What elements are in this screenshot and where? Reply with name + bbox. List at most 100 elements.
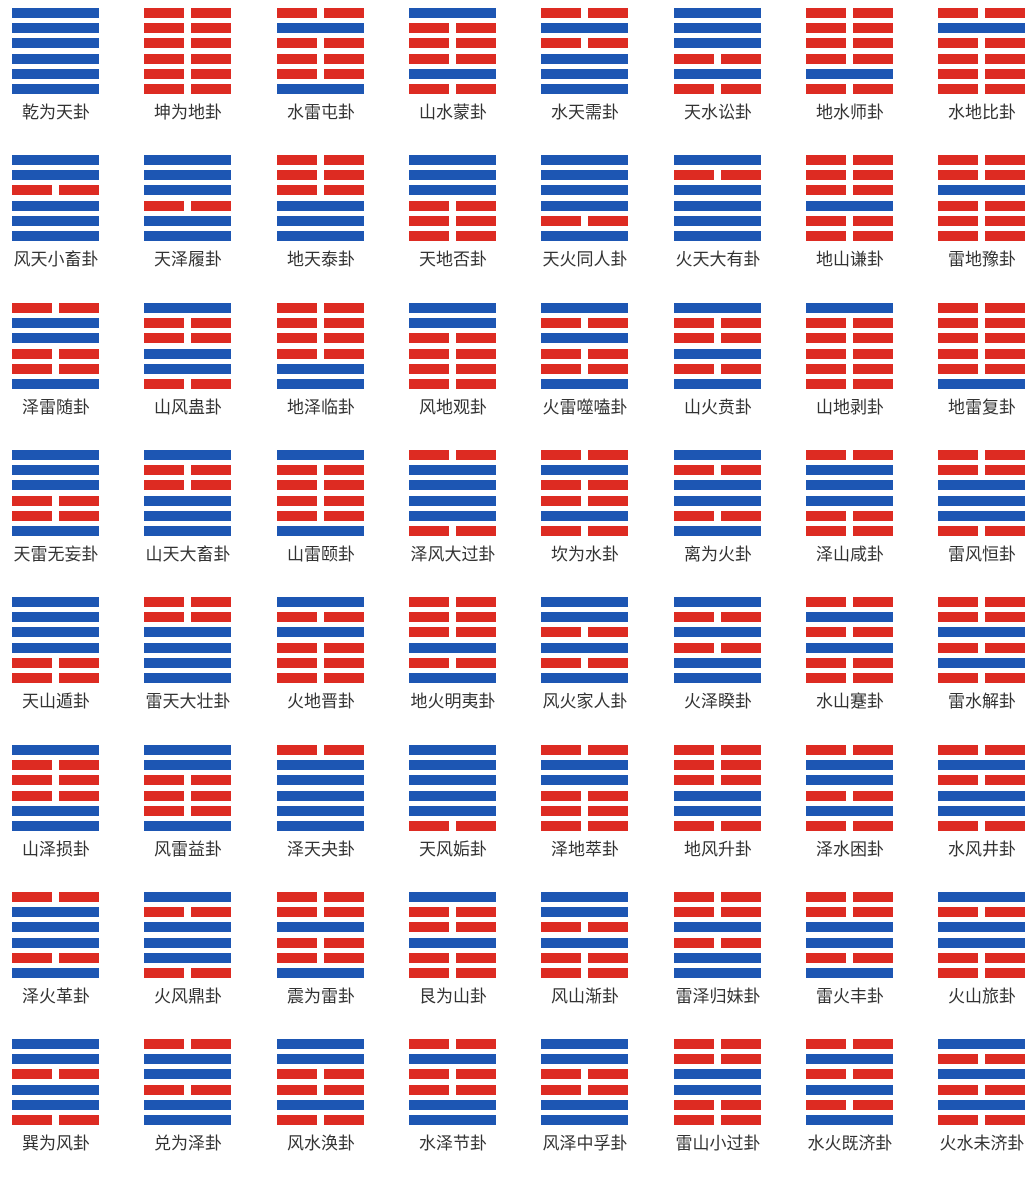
hexagram-card[interactable]: 火水未济卦 (926, 1031, 1032, 1178)
yang-line (938, 627, 1025, 637)
hexagram-card[interactable]: 泽雷随卦 (0, 295, 132, 442)
hexagram-card[interactable]: 坎为水卦 (529, 442, 661, 589)
hexagram-card[interactable]: 艮为山卦 (397, 884, 529, 1031)
hexagram-card[interactable]: 泽水困卦 (794, 737, 926, 884)
yin-segment (277, 612, 317, 622)
hexagram-card[interactable]: 风火家人卦 (529, 589, 661, 736)
hexagram-card[interactable]: 水火既济卦 (794, 1031, 926, 1178)
hexagram-name: 火泽睽卦 (684, 692, 752, 712)
hexagram-card[interactable]: 地泽临卦 (265, 295, 397, 442)
hexagram-card[interactable]: 天泽履卦 (132, 147, 264, 294)
hexagram-card[interactable]: 地天泰卦 (265, 147, 397, 294)
yang-line (938, 185, 1025, 195)
yin-segment (853, 155, 893, 165)
hexagram-card[interactable]: 风天小畜卦 (0, 147, 132, 294)
hexagram-card[interactable]: 风山渐卦 (529, 884, 661, 1031)
yin-segment (191, 201, 231, 211)
hexagram-name: 水泽节卦 (419, 1134, 487, 1154)
hexagram-card[interactable]: 山泽损卦 (0, 737, 132, 884)
hexagram-card[interactable]: 水泽节卦 (397, 1031, 529, 1178)
hexagram-card[interactable]: 水山蹇卦 (794, 589, 926, 736)
yin-segment (721, 333, 761, 343)
hexagram-card[interactable]: 坤为地卦 (132, 0, 264, 147)
hexagram-card[interactable]: 水地比卦 (926, 0, 1032, 147)
hexagram-card[interactable]: 风泽中孚卦 (529, 1031, 661, 1178)
hexagram-card[interactable]: 风水涣卦 (265, 1031, 397, 1178)
hexagram-card[interactable]: 兑为泽卦 (132, 1031, 264, 1178)
hexagram-card[interactable]: 山天大畜卦 (132, 442, 264, 589)
hexagram-card[interactable]: 雷风恒卦 (926, 442, 1032, 589)
hexagram-card[interactable]: 天雷无妄卦 (0, 442, 132, 589)
hexagram-card[interactable]: 雷地豫卦 (926, 147, 1032, 294)
hexagram-card[interactable]: 雷水解卦 (926, 589, 1032, 736)
hexagram-card[interactable]: 地水师卦 (794, 0, 926, 147)
hexagram-card[interactable]: 火天大有卦 (662, 147, 794, 294)
hexagram-card[interactable]: 天地否卦 (397, 147, 529, 294)
hexagram-card[interactable]: 天火同人卦 (529, 147, 661, 294)
yin-segment (985, 201, 1025, 211)
hexagram-card[interactable]: 风地观卦 (397, 295, 529, 442)
hexagram-card[interactable]: 乾为天卦 (0, 0, 132, 147)
hexagram-card[interactable]: 雷天大壮卦 (132, 589, 264, 736)
hexagram-name: 火风鼎卦 (154, 987, 222, 1007)
hexagram-symbol (541, 597, 628, 684)
hexagram-card[interactable]: 山地剥卦 (794, 295, 926, 442)
yin-segment (277, 69, 317, 79)
hexagram-card[interactable]: 天山遁卦 (0, 589, 132, 736)
yin-segment (721, 84, 761, 94)
hexagram-card[interactable]: 山雷颐卦 (265, 442, 397, 589)
hexagram-card[interactable]: 山水蒙卦 (397, 0, 529, 147)
yin-line (409, 216, 496, 226)
hexagram-card[interactable]: 水雷屯卦 (265, 0, 397, 147)
hexagram-card[interactable]: 水天需卦 (529, 0, 661, 147)
yin-segment (409, 364, 449, 374)
yin-segment (456, 922, 496, 932)
hexagram-card[interactable]: 山火贲卦 (662, 295, 794, 442)
yang-line (938, 791, 1025, 801)
hexagram-card[interactable]: 震为雷卦 (265, 884, 397, 1031)
yin-segment (938, 318, 978, 328)
hexagram-card[interactable]: 雷泽归妹卦 (662, 884, 794, 1031)
hexagram-card[interactable]: 火山旅卦 (926, 884, 1032, 1031)
hexagram-card[interactable]: 水风井卦 (926, 737, 1032, 884)
hexagram-symbol (674, 155, 761, 242)
yin-segment (324, 892, 364, 902)
hexagram-card[interactable]: 泽火革卦 (0, 884, 132, 1031)
yin-line (674, 84, 761, 94)
hexagram-card[interactable]: 雷火丰卦 (794, 884, 926, 1031)
yin-line (541, 627, 628, 637)
hexagram-card[interactable]: 雷山小过卦 (662, 1031, 794, 1178)
yin-line (938, 1054, 1025, 1064)
hexagram-card[interactable]: 火风鼎卦 (132, 884, 264, 1031)
hexagram-card[interactable]: 巽为风卦 (0, 1031, 132, 1178)
hexagram-card[interactable]: 泽地萃卦 (529, 737, 661, 884)
hexagram-card[interactable]: 山风蛊卦 (132, 295, 264, 442)
yin-line (12, 775, 99, 785)
hexagram-card[interactable]: 地火明夷卦 (397, 589, 529, 736)
hexagram-card[interactable]: 火地晋卦 (265, 589, 397, 736)
hexagram-card[interactable]: 火雷噬嗑卦 (529, 295, 661, 442)
yang-line (938, 23, 1025, 33)
hexagram-card[interactable]: 离为火卦 (662, 442, 794, 589)
hexagram-card[interactable]: 泽天夬卦 (265, 737, 397, 884)
hexagram-card[interactable]: 地山谦卦 (794, 147, 926, 294)
hexagram-card[interactable]: 泽风大过卦 (397, 442, 529, 589)
hexagram-card[interactable]: 火泽睽卦 (662, 589, 794, 736)
hexagram-card[interactable]: 风雷益卦 (132, 737, 264, 884)
yin-segment (938, 597, 978, 607)
hexagram-name: 泽雷随卦 (22, 398, 90, 418)
hexagram-symbol (409, 597, 496, 684)
hexagram-card[interactable]: 地雷复卦 (926, 295, 1032, 442)
yin-line (409, 201, 496, 211)
yang-line (806, 938, 893, 948)
hexagram-card[interactable]: 天水讼卦 (662, 0, 794, 147)
hexagram-symbol (541, 1039, 628, 1126)
yang-line (674, 627, 761, 637)
yin-segment (674, 775, 714, 785)
yang-line (541, 775, 628, 785)
yang-line (674, 349, 761, 359)
hexagram-card[interactable]: 泽山咸卦 (794, 442, 926, 589)
hexagram-card[interactable]: 地风升卦 (662, 737, 794, 884)
yang-line (277, 922, 364, 932)
hexagram-card[interactable]: 天风姤卦 (397, 737, 529, 884)
